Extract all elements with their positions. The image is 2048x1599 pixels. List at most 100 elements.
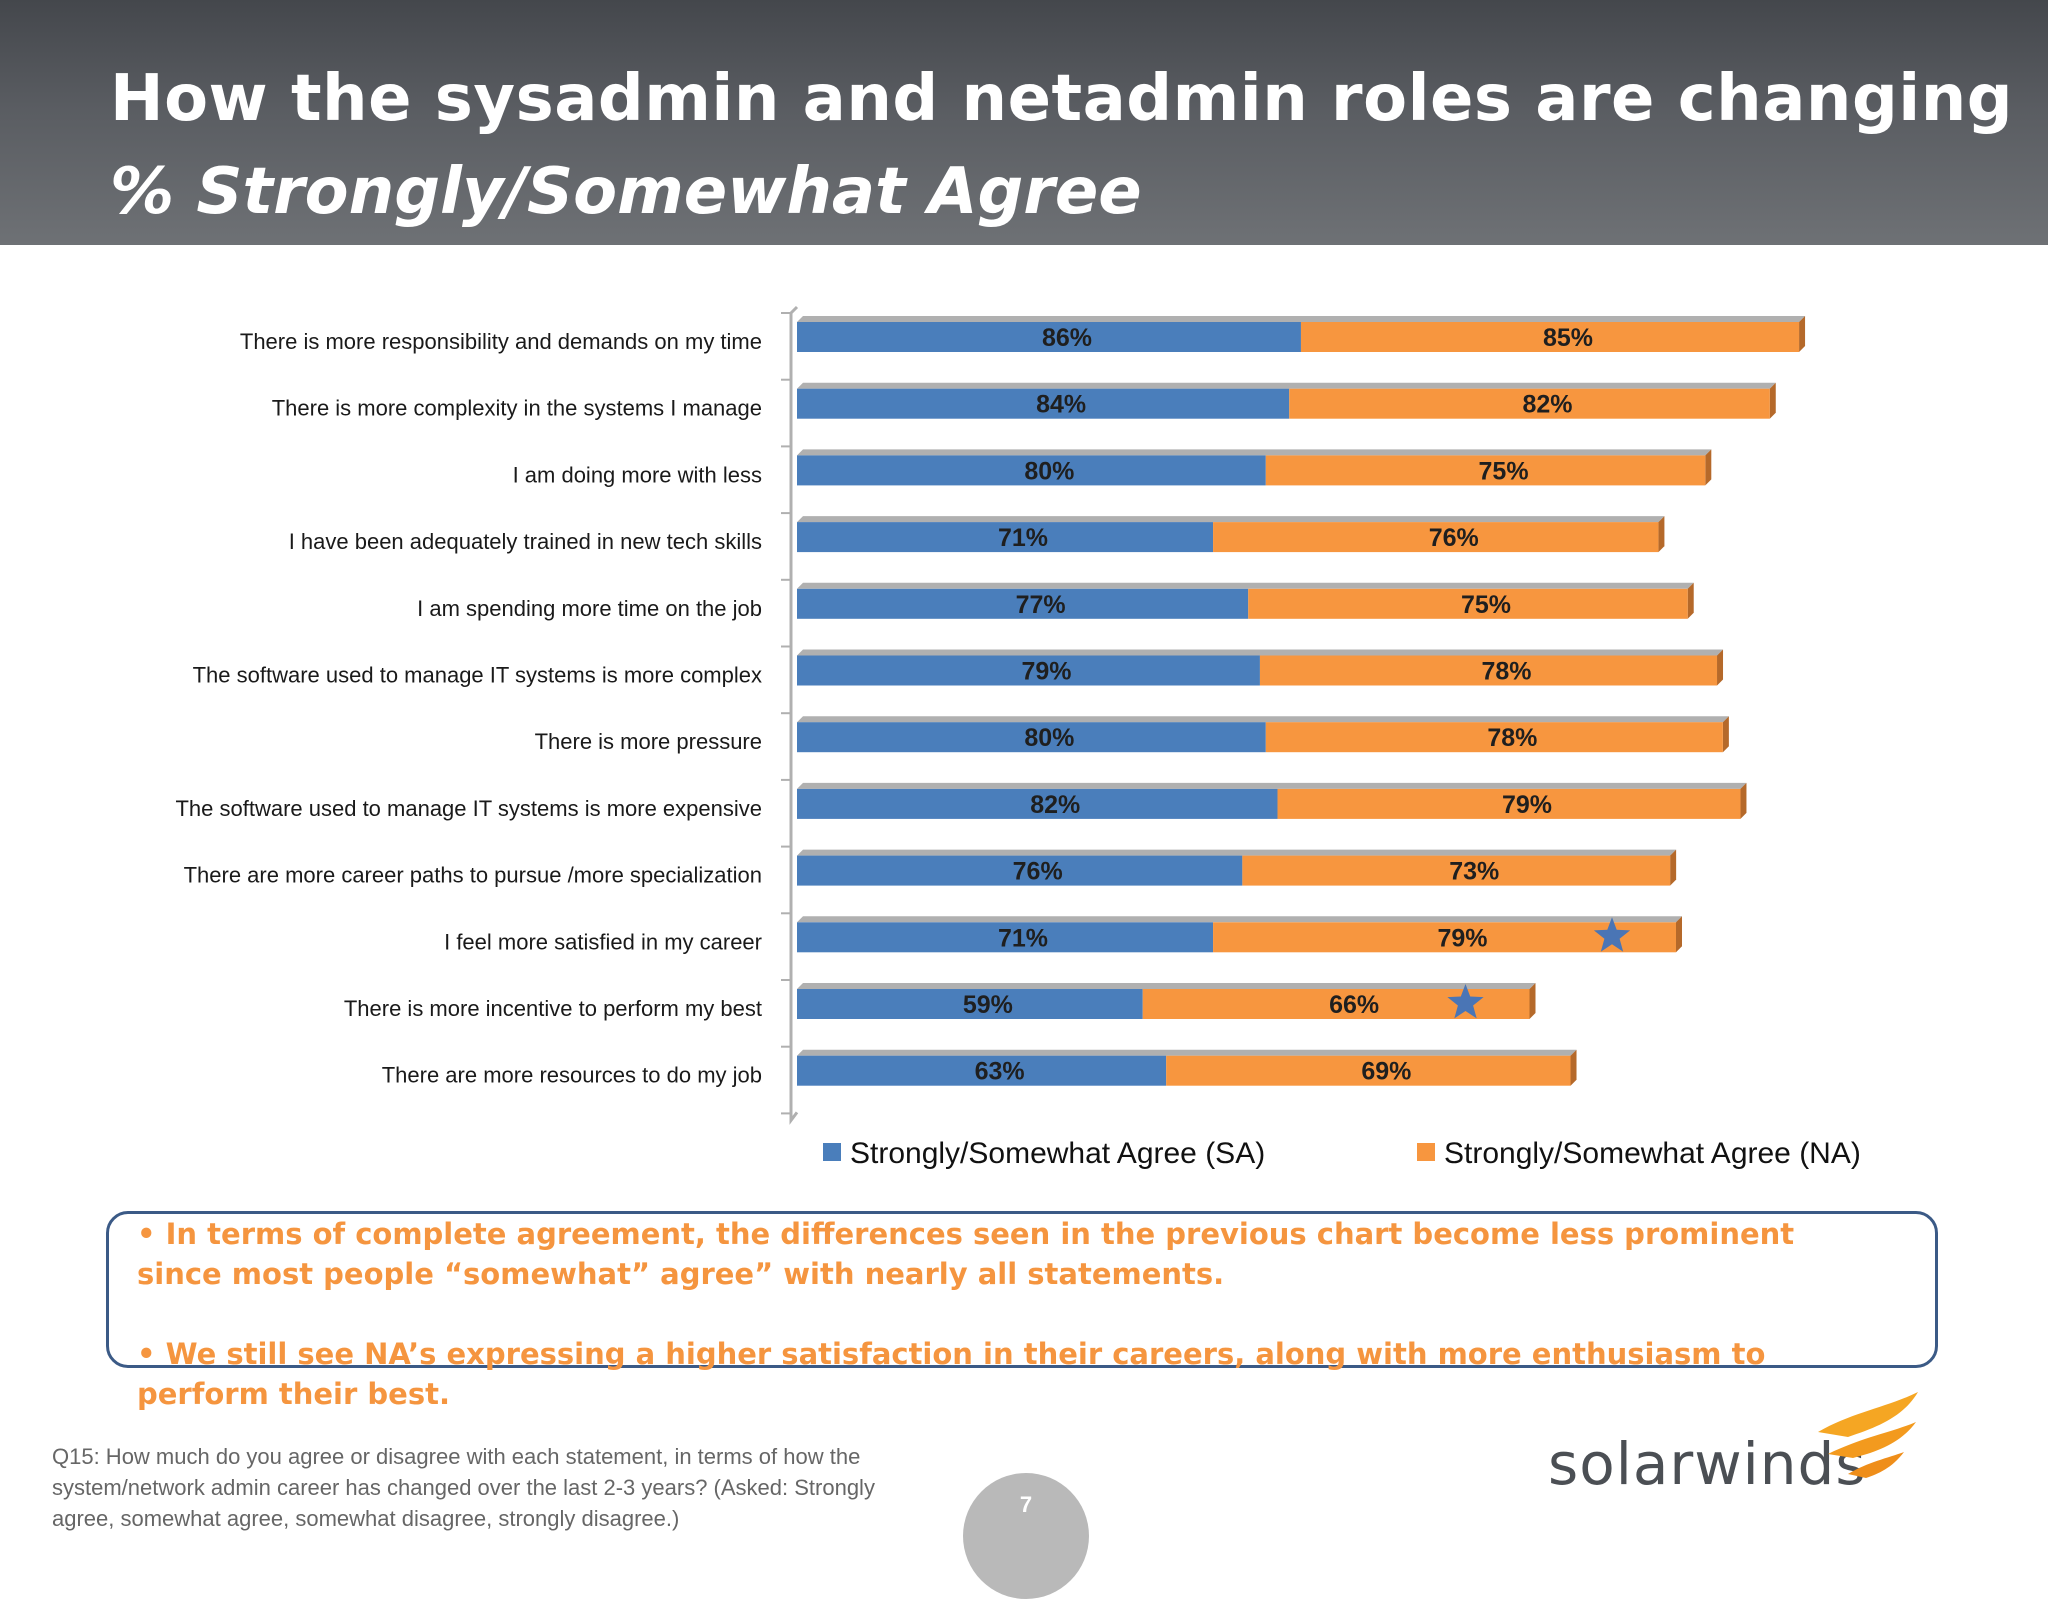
page-subtitle: % Strongly/Somewhat Agree [110,155,1142,229]
bar-sa [797,922,1214,953]
bar-side-face [1717,649,1724,686]
value-label-na: 85% [1543,324,1593,352]
bar-top-face [797,983,1536,989]
category-label: The software used to manage IT systems i… [175,796,762,821]
bar-na [1248,588,1688,619]
bar-na [1213,922,1676,953]
bar-sa [797,322,1301,352]
y-axis-cap [789,305,799,315]
bar-side-face [1570,1049,1577,1086]
bar-na [1289,388,1770,419]
slide-header: How the sysadmin and netadmin roles are … [0,0,2048,245]
bar-top-face [797,716,1729,723]
category-label: The software used to manage IT systems i… [193,663,762,688]
value-label-na: 75% [1461,591,1511,619]
bar-sa [797,655,1260,686]
finding-2: • We still see NA’s expressing a higher … [137,1337,1766,1411]
bar-side-face [1687,582,1694,619]
category-label: There are more career paths to pursue /m… [184,863,762,888]
value-label-na: 66% [1329,991,1379,1019]
value-label-sa: 76% [1013,858,1063,886]
y-axis-line [789,313,799,1125]
value-label-sa: 80% [1024,457,1074,485]
category-labels: There is more responsibility and demands… [175,329,762,1088]
value-label-sa: 59% [963,991,1013,1019]
bar-sa [797,855,1243,886]
bar-top-face [797,449,1712,456]
value-label-na: 78% [1487,724,1537,752]
highlight-star-icon [1593,917,1631,952]
category-label: There is more responsibility and demands… [240,329,762,354]
bar-na [1213,522,1659,553]
bar-na [1277,788,1741,819]
survey-question-footnote: Q15: How much do you agree or disagree w… [52,1444,875,1531]
bar-top-face [797,782,1747,789]
bar-side-face [1658,516,1665,553]
category-label: I am doing more with less [513,462,762,487]
bar-top-face [797,1049,1577,1056]
category-label: I am spending more time on the job [417,596,762,621]
bars: 86% 85% 84% 82% 80% 75% 71% 76% 77% 75% 79% 78% 80% 7… [797,316,1806,1086]
chart-legend: Strongly/Somewhat Agree (SA) Strongly/Som… [823,1137,1861,1170]
bar-top-face [797,516,1665,523]
bar-sa [797,989,1143,1019]
value-label-na: 78% [1481,658,1531,686]
value-label-na: 69% [1361,1058,1411,1086]
value-label-sa: 71% [998,524,1048,552]
bar-side-face [1705,449,1712,486]
value-label-na: 79% [1502,791,1552,819]
bar-sa [797,522,1214,553]
bar-top-face [797,916,1682,923]
bar-sa [797,388,1290,419]
logo-flame-icon [1818,1392,1918,1478]
bar-side-face [1799,316,1806,352]
value-label-sa: 84% [1036,391,1086,419]
bar-sa [797,1055,1167,1086]
bar-top-face [797,849,1677,856]
bar-side-face [1676,916,1682,953]
value-label-na: 73% [1449,858,1499,886]
bar-side-face [1722,716,1729,753]
bar-top-face [797,382,1776,389]
legend-label-sa: Strongly/Somewhat Agree (SA) [850,1137,1265,1170]
category-label: There are more resources to do my job [382,1063,762,1088]
key-findings-callout: • In terms of complete agreement, the di… [106,1211,1938,1411]
bar-side-face [1740,782,1747,819]
bar-side-face [1670,849,1677,886]
value-label-sa: 79% [1021,658,1071,686]
page-number: 7 [1019,1492,1033,1517]
value-label-na: 79% [1438,924,1488,952]
value-label-sa: 77% [1016,591,1066,619]
value-label-sa: 80% [1024,724,1074,752]
stacked-bar-chart: There is more responsibility and demands… [175,305,1861,1170]
bar-na [1265,722,1723,753]
chart-axis [781,305,799,1125]
category-label: I have been adequately trained in new te… [289,529,762,554]
bar-top-face [797,649,1724,656]
bar-top-face [797,582,1694,589]
category-label: I feel more satisfied in my career [444,929,762,954]
bar-sa [797,788,1278,819]
legend-label-na: Strongly/Somewhat Agree (NA) [1444,1137,1861,1170]
bar-na [1166,1055,1571,1086]
legend-swatch-na [1417,1143,1435,1161]
bar-side-face [1769,382,1776,419]
page-title: How the sysadmin and netadmin roles are … [110,62,2014,136]
bar-side-face [1529,983,1536,1019]
bar-na [1242,855,1671,886]
value-label-sa: 82% [1030,791,1080,819]
value-label-sa: 71% [998,924,1048,952]
category-label: There is more complexity in the systems … [272,396,762,421]
category-label: There is more pressure [535,729,762,754]
value-label-na: 82% [1522,391,1572,419]
value-label-sa: 86% [1042,324,1092,352]
bar-sa [797,588,1249,619]
value-label-sa: 63% [975,1058,1025,1086]
bar-na [1265,455,1706,486]
bar-na [1300,322,1800,352]
value-label-na: 75% [1479,457,1529,485]
logo-wordmark: solarwinds [1548,1430,1867,1498]
bar-top-face [797,316,1806,322]
finding-1: • In terms of complete agreement, the di… [137,1217,1795,1291]
bar-sa [797,722,1266,753]
